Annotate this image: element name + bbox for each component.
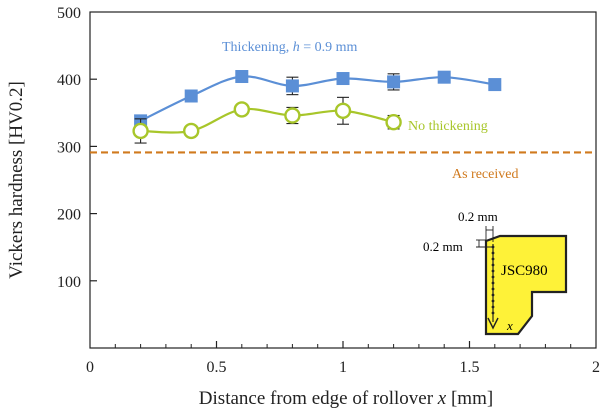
x-tick-label: 2 [592, 359, 600, 376]
y-axis-label: Vickers hardness [HV0.2] [6, 81, 27, 279]
y-tick-label: 200 [57, 207, 81, 224]
y-tick-label: 100 [57, 274, 81, 291]
specimen-shape [484, 234, 568, 336]
x-tick-label: 0.5 [207, 359, 227, 376]
data-point-square [387, 75, 401, 89]
thickening-series-label: Thickening, h = 0.9 mm [222, 40, 358, 55]
series-thickening [134, 70, 502, 128]
x-tick-label: 1 [339, 359, 347, 376]
y-tick-label: 400 [57, 72, 81, 89]
measurement-dot [491, 281, 495, 285]
measurement-dot [491, 257, 495, 261]
data-point-square [336, 72, 350, 86]
measurement-dot [491, 305, 495, 309]
x-tick-label: 1.5 [460, 359, 480, 376]
measurement-dot [491, 299, 495, 303]
data-point-square [184, 89, 198, 103]
x-axis-label: Distance from edge of rollover x [mm] [199, 388, 493, 409]
y-tick-label: 300 [57, 139, 81, 156]
measurement-dot [491, 263, 495, 267]
inset-dim-horizontal: 0.2 mm [458, 209, 498, 224]
measurement-dot [491, 251, 495, 255]
as-received-label: As received [452, 167, 518, 182]
y-tick-label: 500 [57, 5, 81, 22]
data-point-square [285, 79, 299, 93]
series-layer [132, 70, 502, 144]
inset-dim-vertical: 0.2 mm [423, 239, 463, 254]
data-point-circle [334, 102, 352, 119]
data-point-square [488, 78, 502, 92]
data-point-circle [132, 122, 149, 140]
data-point-circle [385, 114, 402, 131]
data-point-circle [182, 122, 200, 140]
data-point-square [437, 70, 451, 84]
y-axis-ticks: 100 200 300 400 500 [57, 5, 97, 291]
series-no-thickening [132, 96, 402, 144]
measurement-dot [491, 269, 495, 273]
inset-material-label: JSC980 [501, 263, 548, 279]
measurement-dot [491, 293, 495, 297]
measurement-dot [491, 311, 495, 315]
inset-x-label: x [506, 318, 513, 333]
data-point-circle [233, 101, 251, 118]
measurement-points [491, 245, 495, 315]
measurement-dot [491, 287, 495, 291]
no-thickening-series-label: No thickening [408, 119, 488, 134]
measurement-dot [491, 275, 495, 279]
series-line [140, 107, 394, 134]
data-point-square [235, 70, 249, 84]
x-arrow-icon [487, 317, 499, 330]
x-tick-label: 0 [86, 359, 94, 376]
specimen-cross-section-inset: x JSC980 0.2 mm 0.2 mm [423, 209, 568, 336]
data-point-circle [284, 107, 301, 124]
x-axis-ticks: 0 0.5 1 1.5 2 [86, 341, 600, 376]
